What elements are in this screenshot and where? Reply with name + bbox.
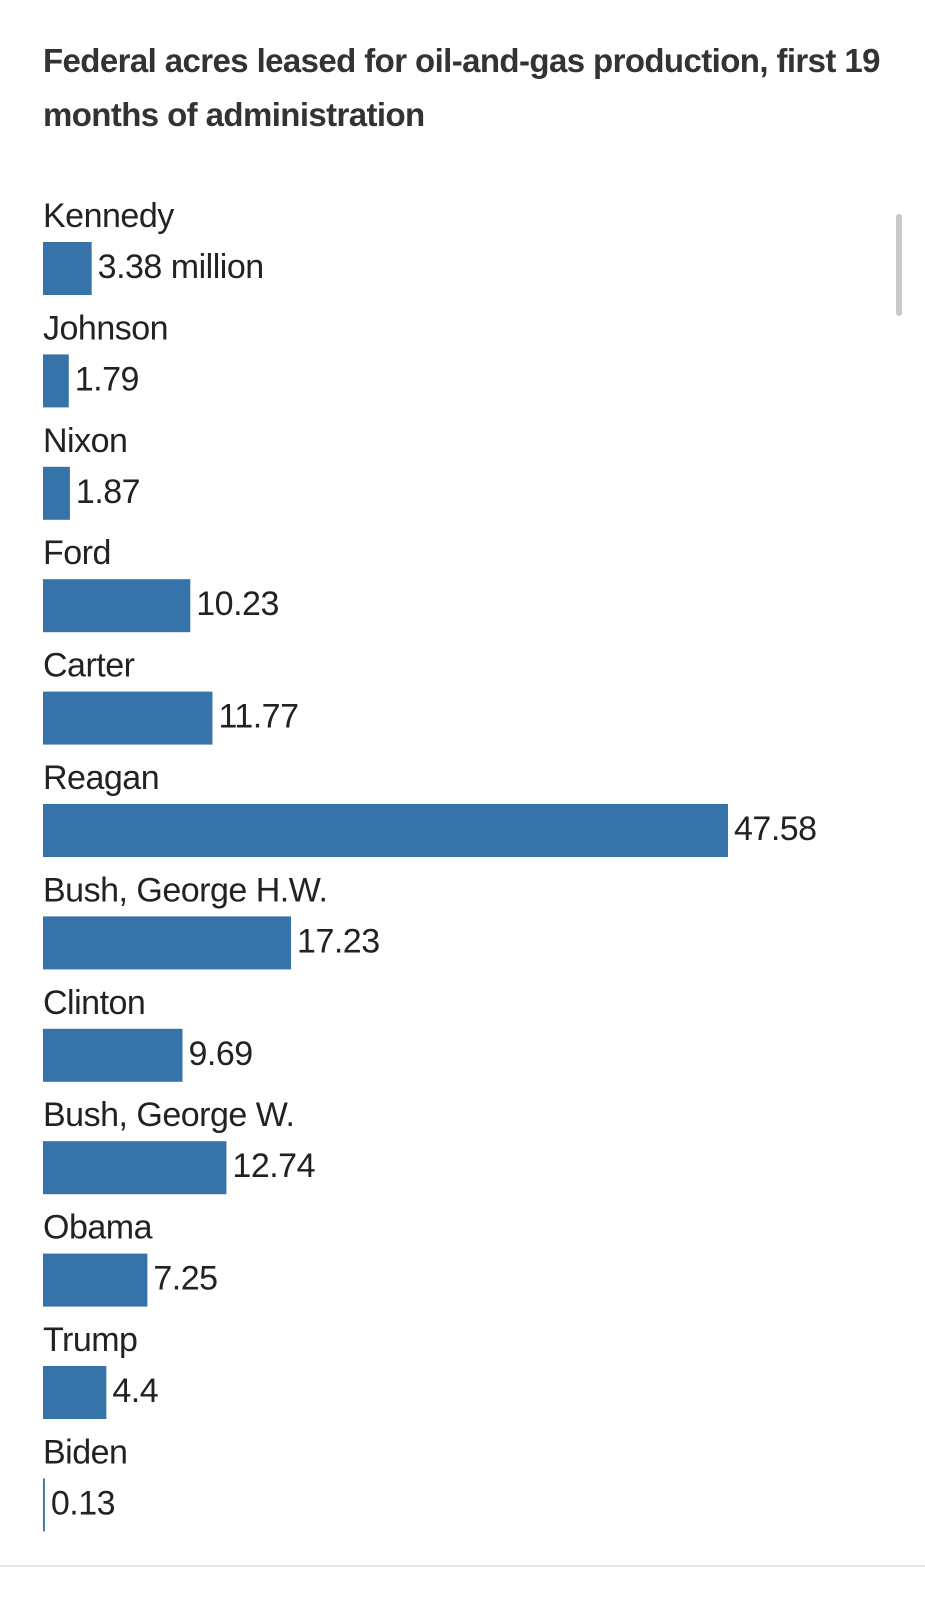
value-label: 17.23	[297, 922, 380, 960]
category-label: Nixon	[43, 422, 127, 460]
bar	[43, 1141, 227, 1195]
category-label: Kennedy	[43, 197, 174, 235]
value-label: 11.77	[218, 698, 298, 736]
category-label: Trump	[43, 1321, 137, 1359]
bar	[43, 354, 69, 408]
category-label: Johnson	[43, 309, 168, 347]
bar	[43, 466, 70, 520]
scrollbar	[896, 214, 902, 316]
value-label: 47.58	[734, 810, 817, 848]
value-label: 0.13	[51, 1484, 115, 1522]
bar	[43, 1028, 183, 1082]
category-label: Clinton	[43, 984, 145, 1022]
category-label: Obama	[43, 1209, 153, 1247]
category-label: Carter	[43, 647, 135, 685]
value-label: 7.25	[153, 1260, 217, 1298]
bar	[43, 1366, 107, 1419]
value-label: 4.4	[112, 1372, 158, 1410]
bar	[43, 804, 728, 857]
category-label: Biden	[43, 1433, 127, 1471]
value-label: 3.38 million	[98, 248, 264, 286]
chart-title: Federal acres leased for oil-and-gas pro…	[43, 42, 880, 133]
bar	[43, 242, 92, 295]
bar	[43, 1478, 45, 1532]
bar	[43, 1253, 148, 1307]
category-label: Ford	[43, 534, 111, 572]
value-label: 1.79	[75, 360, 139, 398]
category-label: Bush, George W.	[43, 1096, 294, 1134]
category-label: Bush, George H.W.	[43, 871, 327, 909]
category-label: Reagan	[43, 759, 159, 797]
value-label: 12.74	[232, 1147, 315, 1185]
bar	[43, 916, 292, 970]
value-label: 9.69	[189, 1035, 253, 1073]
value-label: 1.87	[76, 473, 140, 511]
value-label: 10.23	[196, 585, 279, 623]
bar	[43, 691, 213, 745]
bar	[43, 579, 191, 633]
